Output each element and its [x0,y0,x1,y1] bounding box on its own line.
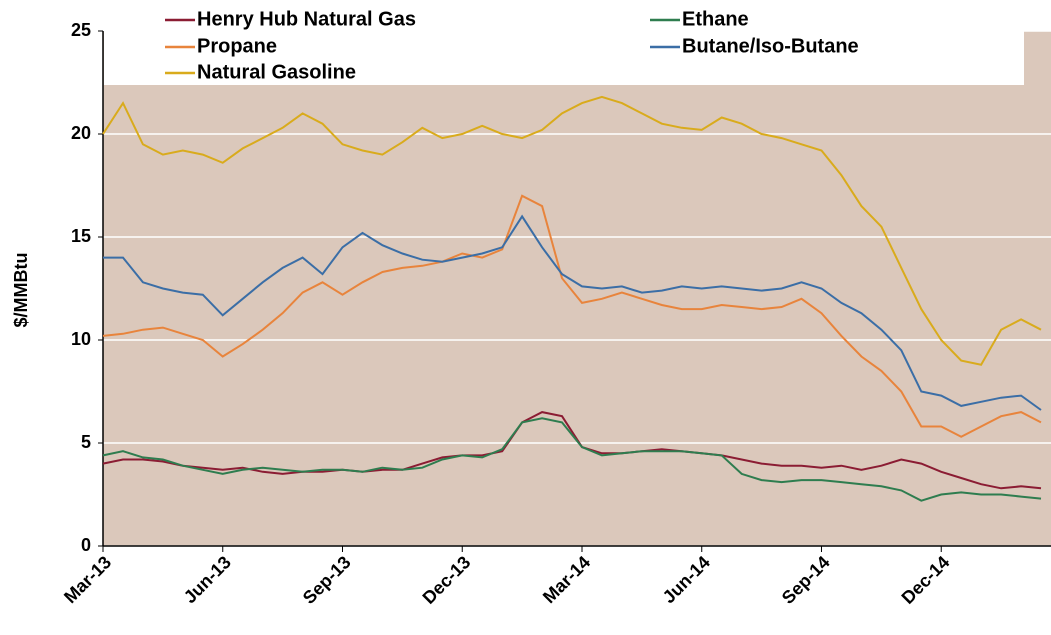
legend-background [104,1,1024,85]
y-tick-label: 15 [71,226,91,246]
x-tick-label: Jun-13 [180,552,235,607]
legend-label: Ethane [682,8,749,30]
legend-label: Propane [197,35,277,57]
y-tick-label: 10 [71,329,91,349]
y-tick-label: 0 [81,535,91,555]
y-tick-label: 25 [71,20,91,40]
series-line [102,411,1042,490]
x-tick-label: Jun-14 [659,552,714,607]
plot-background [103,31,1051,546]
x-tick-label: Mar-13 [60,552,115,607]
series-line [103,214,1042,411]
legend-label: Natural Gasoline [197,61,356,83]
series-line [102,417,1042,502]
x-tick-label: Mar-14 [539,552,594,607]
x-tick-label: Sep-13 [299,552,355,608]
legend-label: Butane/Iso-Butane [682,35,859,57]
y-tick-label: 20 [71,123,91,143]
series-line [102,95,1042,366]
x-tick-label: Dec-14 [898,552,954,608]
legend-label: Henry Hub Natural Gas [197,8,416,30]
x-tick-label: Dec-13 [419,552,475,608]
y-tick-label: 5 [81,432,91,452]
y-axis-label: $/MMBtu [11,253,31,328]
x-tick-label: Sep-14 [778,552,834,608]
series-line [102,194,1042,438]
